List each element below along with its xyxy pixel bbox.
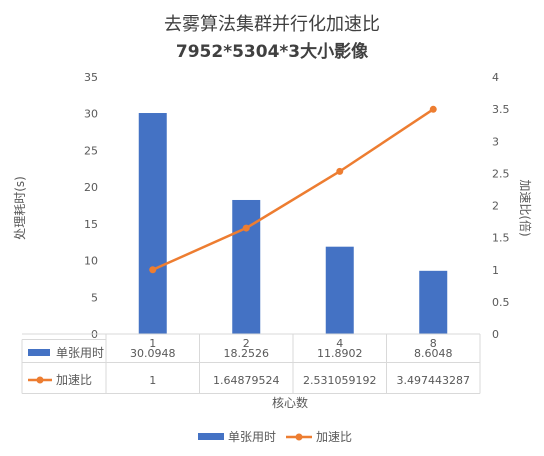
bar <box>325 246 354 334</box>
y-left-tick-label: 5 <box>91 291 98 304</box>
y-left-tick-label: 25 <box>84 144 98 157</box>
table-cell: 18.2526 <box>224 347 270 360</box>
y-axis-left-title: 处理耗时(s) <box>13 176 27 240</box>
line-series <box>152 108 434 271</box>
x-tick-label: 4 <box>336 337 343 350</box>
y-left-tick-label: 10 <box>84 255 98 268</box>
line-point <box>429 105 437 113</box>
table-cell: 2.531059192 <box>303 374 376 387</box>
table-legend-key-bar <box>28 349 50 356</box>
table-cell: 11.8902 <box>317 347 363 360</box>
legend-key-bar <box>198 433 224 440</box>
x-tick-label: 2 <box>243 337 250 350</box>
x-tick-label: 8 <box>430 337 437 350</box>
table-legend-key-marker <box>36 376 44 384</box>
bar <box>419 270 448 334</box>
table-cell: 8.6048 <box>414 347 453 360</box>
y-right-tick-label: 1 <box>492 264 499 277</box>
line-point <box>242 224 250 232</box>
y-left-tick-label: 35 <box>84 71 98 84</box>
table-cell: 30.0948 <box>130 347 176 360</box>
y-left-tick-label: 30 <box>84 108 98 121</box>
y-left-tick-label: 20 <box>84 181 98 194</box>
line-point <box>149 266 157 274</box>
legend-key-marker <box>295 433 303 441</box>
x-tick-label: 1 <box>149 337 156 350</box>
table-row-label: 单张用时 <box>56 346 104 360</box>
y-right-tick-label: 4 <box>492 71 499 84</box>
legend-label: 单张用时 <box>228 430 276 444</box>
y-right-tick-label: 2 <box>492 200 499 213</box>
y-right-tick-label: 0.5 <box>492 296 510 309</box>
y-right-tick-label: 0 <box>492 328 499 341</box>
x-axis-title: 核心数 <box>272 395 308 410</box>
y-right-tick-label: 2.5 <box>492 167 510 180</box>
legend-label: 加速比 <box>316 430 352 444</box>
chart-subtitle: 7952*5304*3大小影像 <box>176 41 369 62</box>
table-cell: 3.497443287 <box>397 374 470 387</box>
bar <box>232 199 261 334</box>
bar <box>138 113 167 334</box>
y-right-tick-label: 3.5 <box>492 103 510 116</box>
y-left-tick-label: 15 <box>84 218 98 231</box>
table-cell: 1 <box>149 374 156 387</box>
y-right-tick-label: 3 <box>492 135 499 148</box>
y-right-tick-label: 1.5 <box>492 232 510 245</box>
y-axis-right-title: 加速比(倍) <box>518 179 533 236</box>
table-cell: 1.64879524 <box>213 374 279 387</box>
table-row-label: 加速比 <box>56 373 92 387</box>
line-point <box>336 167 344 175</box>
chart-title: 去雾算法集群并行化加速比 <box>164 14 380 35</box>
